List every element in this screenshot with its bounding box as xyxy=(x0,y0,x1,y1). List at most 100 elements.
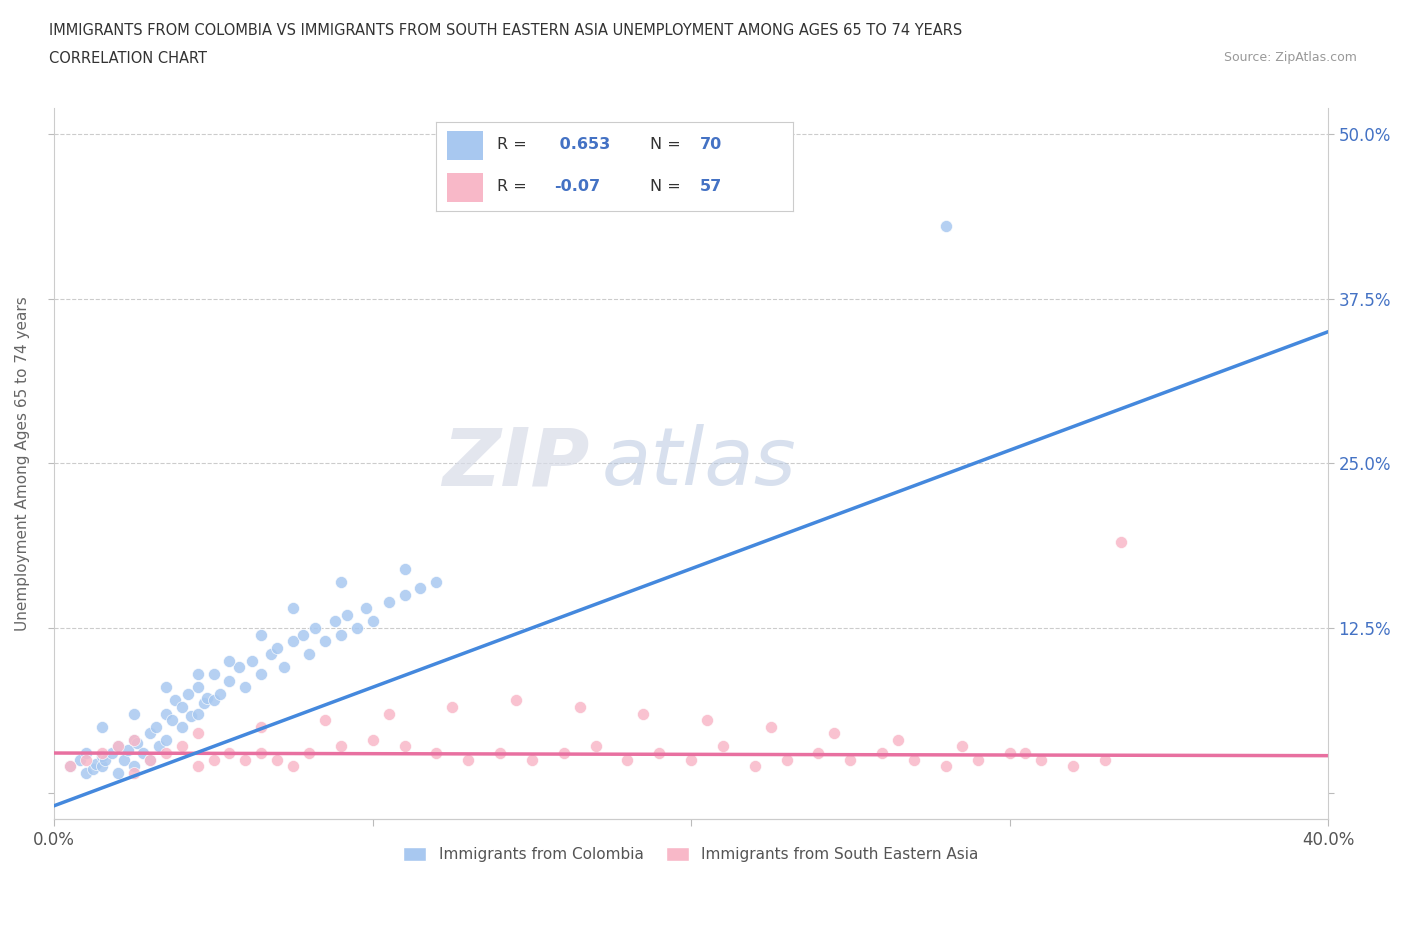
Point xyxy=(187,706,209,721)
Point xyxy=(585,739,607,754)
Point xyxy=(887,733,910,748)
Point xyxy=(250,719,273,734)
Point xyxy=(1014,746,1036,761)
Point xyxy=(329,739,352,754)
Point xyxy=(304,620,326,635)
Point xyxy=(775,752,797,767)
Point xyxy=(75,765,97,780)
Point xyxy=(122,759,145,774)
Point xyxy=(394,562,416,577)
Point xyxy=(323,614,346,629)
Point xyxy=(84,756,107,771)
Point xyxy=(165,693,187,708)
Point xyxy=(122,733,145,748)
Point xyxy=(170,719,193,734)
Point xyxy=(148,739,170,754)
Point xyxy=(145,719,167,734)
Point xyxy=(139,752,162,767)
Point xyxy=(187,680,209,695)
Point xyxy=(648,746,671,761)
Point xyxy=(235,752,257,767)
Point xyxy=(553,746,575,761)
Point xyxy=(266,752,288,767)
Point xyxy=(187,725,209,740)
Point xyxy=(202,752,225,767)
Point xyxy=(187,667,209,682)
Point xyxy=(935,759,957,774)
Point xyxy=(759,719,782,734)
Point xyxy=(139,725,162,740)
Point xyxy=(966,752,988,767)
Point xyxy=(616,752,638,767)
Point xyxy=(155,733,177,748)
Text: atlas: atlas xyxy=(602,424,797,502)
Point xyxy=(457,752,479,767)
Point xyxy=(82,762,104,777)
Point xyxy=(155,680,177,695)
Point xyxy=(1109,535,1132,550)
Point xyxy=(132,746,155,761)
Point xyxy=(177,686,200,701)
Point xyxy=(250,627,273,642)
Point xyxy=(91,719,114,734)
Point xyxy=(281,633,304,648)
Point xyxy=(489,746,512,761)
Point xyxy=(336,607,359,622)
Point xyxy=(377,594,399,609)
Point xyxy=(394,739,416,754)
Point xyxy=(935,219,957,234)
Text: Source: ZipAtlas.com: Source: ZipAtlas.com xyxy=(1223,51,1357,64)
Point xyxy=(633,706,655,721)
Point xyxy=(94,752,117,767)
Point xyxy=(998,746,1021,761)
Point xyxy=(394,588,416,603)
Point xyxy=(356,601,378,616)
Point xyxy=(425,746,447,761)
Point xyxy=(193,696,215,711)
Point xyxy=(744,759,766,774)
Point xyxy=(139,752,162,767)
Point xyxy=(91,759,114,774)
Point xyxy=(346,620,368,635)
Point xyxy=(291,627,314,642)
Point xyxy=(122,733,145,748)
Point xyxy=(69,752,91,767)
Point xyxy=(314,712,336,727)
Point xyxy=(520,752,543,767)
Point xyxy=(160,712,183,727)
Point xyxy=(75,752,97,767)
Point xyxy=(298,647,321,662)
Point xyxy=(218,654,240,669)
Point xyxy=(155,746,177,761)
Point xyxy=(505,693,527,708)
Point xyxy=(681,752,703,767)
Point xyxy=(260,647,283,662)
Point xyxy=(75,746,97,761)
Point xyxy=(202,667,225,682)
Point xyxy=(122,765,145,780)
Point xyxy=(218,673,240,688)
Point xyxy=(91,749,114,764)
Point xyxy=(839,752,862,767)
Point xyxy=(195,690,218,705)
Point xyxy=(807,746,830,761)
Point xyxy=(409,581,432,596)
Point xyxy=(329,575,352,590)
Point xyxy=(361,614,384,629)
Point xyxy=(250,746,273,761)
Text: CORRELATION CHART: CORRELATION CHART xyxy=(49,51,207,66)
Point xyxy=(568,699,591,714)
Point xyxy=(1062,759,1084,774)
Point xyxy=(112,752,135,767)
Point xyxy=(107,739,129,754)
Point xyxy=(122,706,145,721)
Point xyxy=(823,725,845,740)
Legend: Immigrants from Colombia, Immigrants from South Eastern Asia: Immigrants from Colombia, Immigrants fro… xyxy=(398,841,986,868)
Point xyxy=(281,759,304,774)
Point xyxy=(91,746,114,761)
Point xyxy=(298,746,321,761)
Point xyxy=(107,739,129,754)
Point xyxy=(950,739,973,754)
Point xyxy=(361,733,384,748)
Point xyxy=(170,699,193,714)
